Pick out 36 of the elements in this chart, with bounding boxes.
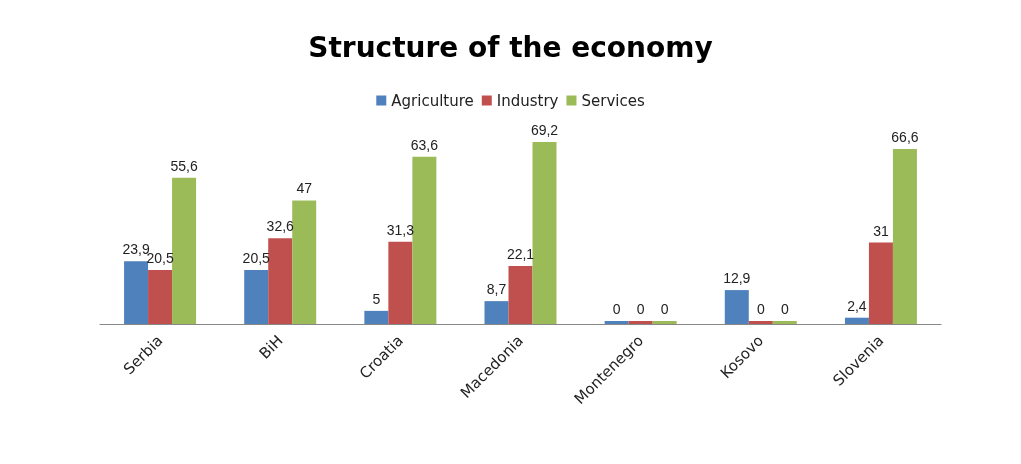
bar: [388, 241, 413, 324]
bar: [292, 200, 317, 324]
data-label: 0: [756, 301, 765, 317]
data-label: 12,9: [723, 270, 751, 287]
data-label: 0: [780, 301, 789, 317]
x-tick-label: BiH: [255, 331, 287, 363]
bar: [484, 301, 509, 324]
data-label: 8,7: [486, 281, 507, 298]
bar: [172, 177, 197, 324]
data-label: 31: [873, 222, 889, 239]
bar: [124, 261, 149, 324]
legend-label: Agriculture: [391, 91, 474, 110]
data-label: 66,6: [891, 128, 919, 145]
legend-label: Industry: [496, 91, 559, 110]
bar: [148, 270, 173, 324]
bar: [364, 310, 389, 324]
data-label: 55,6: [170, 157, 198, 174]
data-label: 2,4: [847, 297, 867, 314]
data-label: 69,2: [530, 122, 559, 139]
bar: [508, 265, 533, 324]
data-label: 0: [636, 301, 645, 317]
bar: [268, 238, 293, 324]
bar: [868, 242, 893, 324]
bar: [244, 270, 269, 324]
bar: [892, 148, 917, 324]
bar: [412, 156, 437, 324]
data-label: 0: [660, 301, 669, 317]
legend-label: Services: [581, 91, 645, 110]
data-label: 63,6: [410, 136, 439, 153]
bar: [532, 142, 557, 324]
data-label: 47: [296, 180, 313, 197]
data-label: 5: [372, 290, 381, 307]
chart-title: Structure of the economy: [308, 30, 713, 64]
bar: [724, 290, 749, 324]
bar: [844, 317, 869, 324]
data-label: 0: [612, 301, 621, 317]
